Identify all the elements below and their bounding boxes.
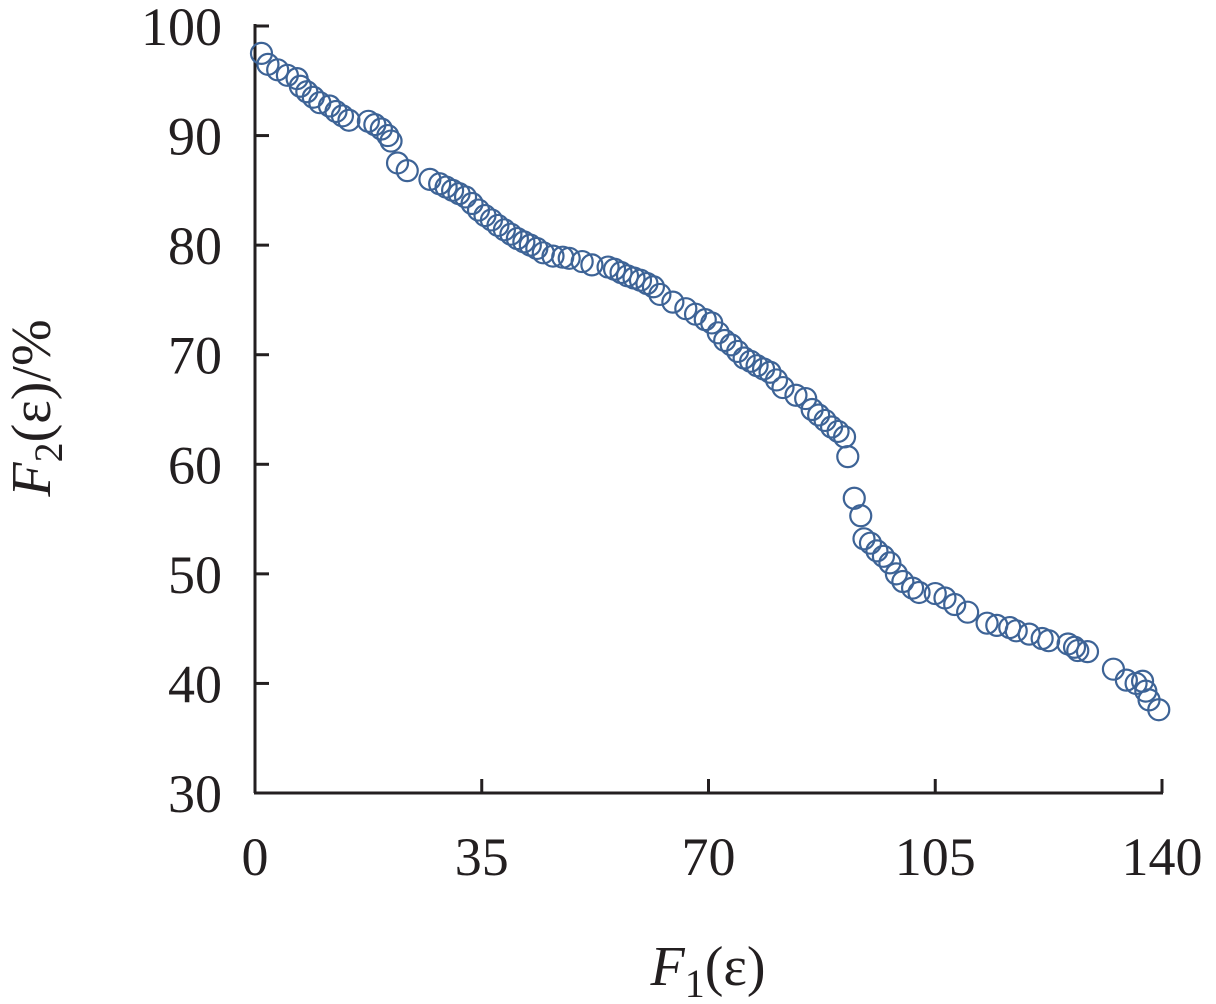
data-point xyxy=(1114,668,1138,692)
data-point xyxy=(764,368,789,392)
data-point xyxy=(525,236,549,261)
y-tick-label: 50 xyxy=(168,545,222,605)
data-point xyxy=(878,551,902,575)
data-point xyxy=(557,246,581,270)
y-tick-label: 70 xyxy=(168,326,222,386)
data-point xyxy=(376,123,400,148)
data-point xyxy=(1101,657,1126,681)
data-point xyxy=(865,539,889,563)
data-point xyxy=(492,218,517,242)
data-point xyxy=(858,531,883,555)
y-axis: 30 40 50 60 70 80 90 100 xyxy=(141,0,269,824)
x-tick-label: 105 xyxy=(895,827,976,887)
data-point xyxy=(1017,622,1041,646)
data-point xyxy=(249,41,274,65)
data-point xyxy=(661,290,685,314)
data-points xyxy=(249,41,1171,722)
data-point xyxy=(794,386,818,411)
data-point xyxy=(836,445,860,469)
data-point xyxy=(813,408,837,433)
data-point xyxy=(758,360,782,384)
data-point xyxy=(648,282,672,307)
data-point xyxy=(852,527,876,551)
y-tick-label: 30 xyxy=(168,764,222,824)
x-axis-title: F1(ε) xyxy=(649,936,765,1004)
y-axis-title: F2(ε)/% xyxy=(1,319,71,497)
data-point xyxy=(379,129,403,153)
data-point xyxy=(1004,619,1028,643)
data-point xyxy=(395,159,419,183)
data-point xyxy=(486,213,510,238)
x-tick-label: 70 xyxy=(682,827,736,887)
x-axis: 0 35 70 105 140 xyxy=(242,779,1203,887)
data-point xyxy=(1147,698,1171,722)
data-point xyxy=(826,419,850,444)
y-tick-label: 100 xyxy=(141,0,222,57)
data-point xyxy=(363,113,387,137)
data-point xyxy=(943,592,967,617)
x-tick-label: 0 xyxy=(242,827,269,887)
data-point xyxy=(1062,635,1087,659)
data-point xyxy=(337,108,361,132)
data-point xyxy=(849,504,873,528)
data-point xyxy=(871,544,896,568)
data-point xyxy=(807,403,831,427)
data-point xyxy=(956,600,980,624)
x-ticks: 0 35 70 105 140 xyxy=(242,779,1203,887)
data-point xyxy=(739,349,763,373)
y-tick-label: 40 xyxy=(168,654,222,714)
data-point xyxy=(324,99,348,124)
x-tick-label: 140 xyxy=(1122,827,1203,887)
data-point xyxy=(884,562,908,586)
data-point xyxy=(784,383,808,407)
data-point xyxy=(907,580,931,605)
x-tick-label: 35 xyxy=(455,827,509,887)
data-point xyxy=(288,74,312,98)
data-point xyxy=(499,222,523,246)
data-point xyxy=(719,333,743,357)
y-tick-label: 90 xyxy=(168,107,222,167)
data-point xyxy=(453,185,478,209)
data-point xyxy=(301,85,325,109)
data-point xyxy=(570,249,594,274)
data-point xyxy=(641,275,666,299)
data-point xyxy=(330,104,355,128)
data-point xyxy=(706,321,730,345)
data-point xyxy=(580,253,604,277)
data-point xyxy=(1066,638,1090,663)
data-point xyxy=(975,611,999,635)
data-point xyxy=(460,191,484,216)
y-ticks: 30 40 50 60 70 80 90 100 xyxy=(141,0,269,824)
data-point xyxy=(541,244,565,268)
y-tick-label: 80 xyxy=(168,216,222,276)
data-point xyxy=(900,576,925,600)
data-point xyxy=(1075,640,1100,664)
y-tick-label: 60 xyxy=(168,435,222,495)
data-point xyxy=(771,375,795,400)
